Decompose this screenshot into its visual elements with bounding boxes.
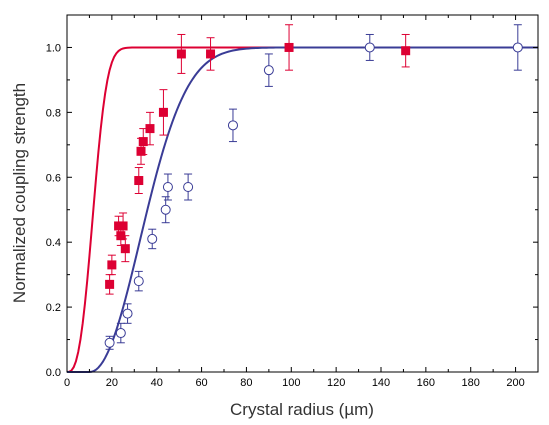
data-point-series-2 — [512, 42, 523, 53]
x-tick-label: 60 — [195, 377, 207, 389]
data-point-series-2 — [162, 182, 173, 193]
data-point-series-1 — [120, 244, 130, 254]
y-tick-label: 0.6 — [46, 172, 61, 184]
data-point-series-2 — [115, 328, 126, 339]
x-axis-title: Crystal radius (µm) — [230, 400, 374, 419]
ticks-layer: 0 20 40 60 80 100 120 140 160 180 200 0.0 0.2 0.4 0.6 0… — [46, 15, 538, 389]
fit-curve-series-2 — [67, 46, 538, 373]
data-point-series-1 — [158, 107, 168, 117]
y-tick-label: 1.0 — [46, 42, 61, 54]
data-point-series-1 — [206, 49, 216, 59]
data-point-series-2 — [227, 120, 238, 131]
data-point-series-2 — [147, 233, 158, 244]
y-tick-label: 0.0 — [46, 367, 61, 379]
fit-curve-series-1 — [66, 46, 538, 373]
data-point-series-1 — [118, 221, 128, 231]
data-point-series-1 — [107, 260, 117, 270]
data-point-series-1 — [105, 279, 115, 289]
x-tick-label: 160 — [417, 377, 435, 389]
plot-frame — [66, 14, 539, 373]
data-point-series-1 — [401, 46, 411, 56]
data-point-series-2 — [160, 204, 171, 215]
x-tick-label: 40 — [151, 377, 163, 389]
data-point-series-1 — [284, 42, 294, 52]
data-point-series-1 — [138, 137, 148, 147]
x-tick-label: 0 — [64, 377, 70, 389]
data-point-series-1 — [136, 146, 146, 156]
x-tick-label: 180 — [462, 377, 480, 389]
x-tick-label: 120 — [327, 377, 345, 389]
data-point-series-2 — [133, 276, 144, 287]
x-tick-label: 140 — [372, 377, 390, 389]
data-point-series-2 — [183, 182, 194, 193]
y-axis-title: Normalized coupling strength — [10, 83, 29, 303]
data-point-series-1 — [145, 124, 155, 134]
series-layer — [66, 24, 538, 373]
y-tick-label: 0.2 — [46, 302, 61, 314]
y-tick-label: 0.8 — [46, 107, 61, 119]
data-point-series-2 — [122, 308, 133, 319]
data-point-series-2 — [364, 42, 375, 53]
x-tick-label: 100 — [282, 377, 300, 389]
data-point-series-2 — [104, 337, 115, 348]
y-tick-label: 0.4 — [46, 237, 61, 249]
x-tick-label: 200 — [506, 377, 524, 389]
data-point-series-1 — [176, 49, 186, 59]
data-point-series-2 — [263, 65, 274, 76]
x-tick-label: 80 — [240, 377, 252, 389]
data-point-series-1 — [134, 176, 144, 186]
x-tick-label: 20 — [106, 377, 118, 389]
